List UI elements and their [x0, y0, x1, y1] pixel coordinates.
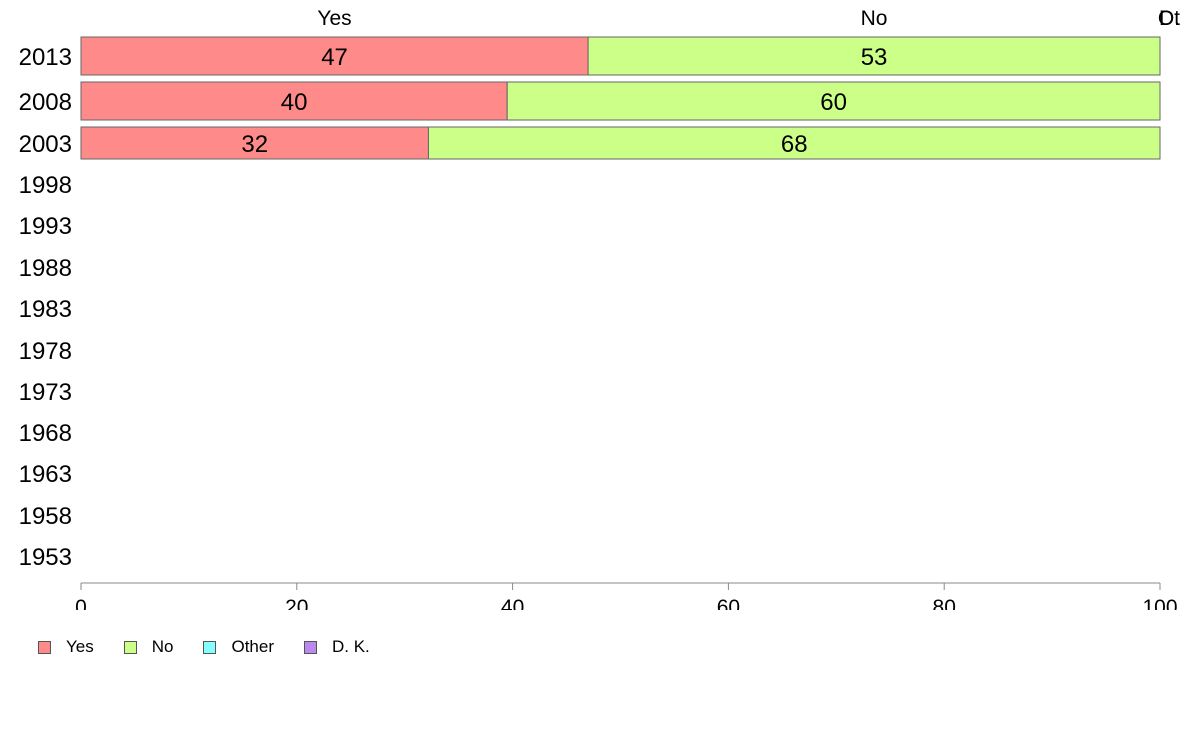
category-label-1953: 1953 [19, 544, 72, 571]
x-tick-label-40: 40 [501, 596, 524, 610]
bar-no-2003 [427, 126, 1161, 160]
legend-item-no: No [123, 637, 174, 657]
category-label-2003: 2003 [19, 131, 72, 158]
data-label-no-2003: 68 [781, 131, 808, 158]
bar-no-2013 [587, 36, 1161, 76]
data-label-yes-2003: 32 [241, 131, 268, 158]
legend-item-dk: D. K. [304, 637, 370, 657]
series-top-label-2: Ot [1158, 7, 1180, 30]
legend-label-dk: D. K. [332, 637, 370, 656]
data-label-no-2008: 60 [820, 89, 847, 116]
data-label-yes-2008: 40 [281, 89, 308, 116]
series-top-label-1: No [861, 7, 888, 30]
x-tick-label-0: 0 [75, 596, 87, 610]
category-label-2013: 2013 [19, 44, 72, 71]
legend: Yes No Other D. K. [38, 636, 400, 658]
category-label-1988: 1988 [19, 255, 72, 282]
category-label-2008: 2008 [19, 89, 72, 116]
category-label-1963: 1963 [19, 461, 72, 488]
legend-item-other: Other [203, 637, 274, 657]
category-label-1983: 1983 [19, 296, 72, 323]
x-tick-label-80: 80 [933, 596, 956, 610]
bar-yes-2008 [80, 81, 508, 121]
bar-yes-2013 [80, 36, 589, 76]
legend-swatch-other [203, 640, 217, 654]
legend-label-yes: Yes [66, 637, 94, 656]
stacked-bar-chart: 2013 2008 2003 1998 1993 1988 1983 1978 1973 1968… [19, 7, 1181, 610]
legend-label-other: Other [231, 637, 274, 656]
series-top-label-3: D. [1159, 7, 1180, 30]
bar-no-2008 [506, 81, 1161, 121]
legend-swatch-yes [38, 640, 51, 654]
legend-item-yes: Yes [38, 637, 94, 657]
x-tick-label-20: 20 [285, 596, 308, 610]
series-top-label-0: Yes [317, 7, 351, 30]
data-label-yes-2013: 47 [321, 44, 348, 71]
category-label-1973: 1973 [19, 379, 72, 406]
category-label-1958: 1958 [19, 503, 72, 530]
data-label-no-2013: 53 [861, 44, 888, 71]
category-label-1993: 1993 [19, 213, 72, 240]
legend-swatch-dk [304, 640, 317, 654]
x-tick-label-100: 100 [1142, 596, 1177, 610]
category-label-1978: 1978 [19, 338, 72, 365]
legend-label-no: No [151, 637, 174, 656]
legend-swatch-no [123, 640, 137, 654]
category-label-1968: 1968 [19, 420, 72, 447]
bar-yes-2003 [80, 126, 429, 160]
category-label-1998: 1998 [19, 172, 72, 199]
x-tick-label-60: 60 [717, 596, 740, 610]
